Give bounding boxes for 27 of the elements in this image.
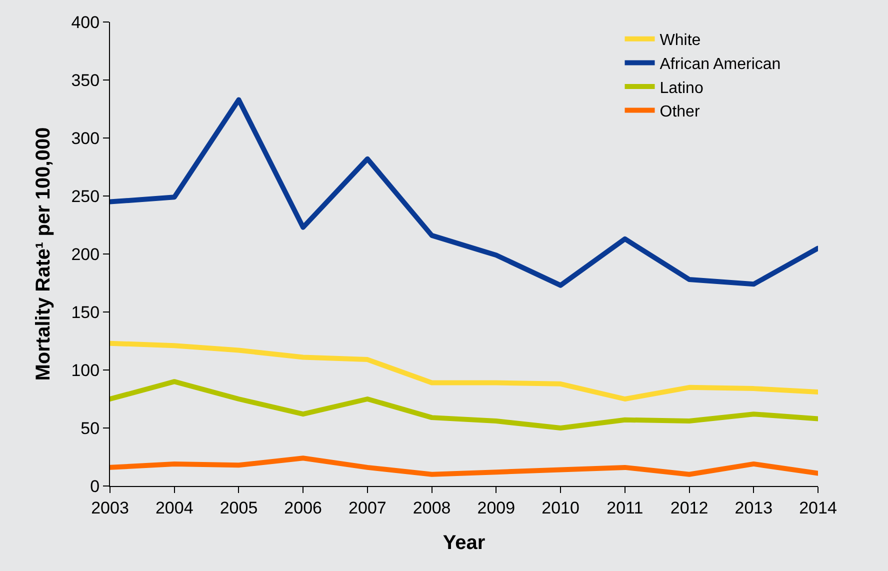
x-tick-label: 2006 [284,498,322,518]
y-tick-label: 300 [71,128,100,148]
y-tick-label: 150 [71,302,100,322]
y-tick-label: 100 [71,360,100,380]
legend-label: African American [660,56,781,73]
y-tick-label: 400 [71,12,100,32]
x-tick-label: 2011 [606,498,644,518]
y-tick-label: 350 [71,70,100,90]
legend-label: Latino [660,80,704,97]
y-tick-label: 0 [90,476,100,496]
x-tick-label: 2013 [734,498,773,518]
x-tick-label: 2005 [220,498,258,518]
y-tick-label: 50 [80,418,100,438]
x-tick-label: 2010 [542,498,580,518]
legend-label: White [660,32,701,50]
y-tick-label: 250 [71,186,100,206]
x-tick-label: 2008 [412,498,451,518]
y-tick-label: 200 [71,244,100,264]
x-tick-label: 2004 [155,498,194,518]
x-tick-label: 2014 [799,498,837,518]
legend-label: Other [660,104,700,121]
x-tick-label: 2003 [91,498,129,518]
x-axis-title: Year [442,532,486,554]
x-tick-label: 2009 [477,498,516,518]
x-tick-label: 2007 [348,498,386,518]
x-tick-label: 2012 [670,498,708,518]
y-axis-title: Mortality Rate¹ per 100,000 [32,127,55,381]
